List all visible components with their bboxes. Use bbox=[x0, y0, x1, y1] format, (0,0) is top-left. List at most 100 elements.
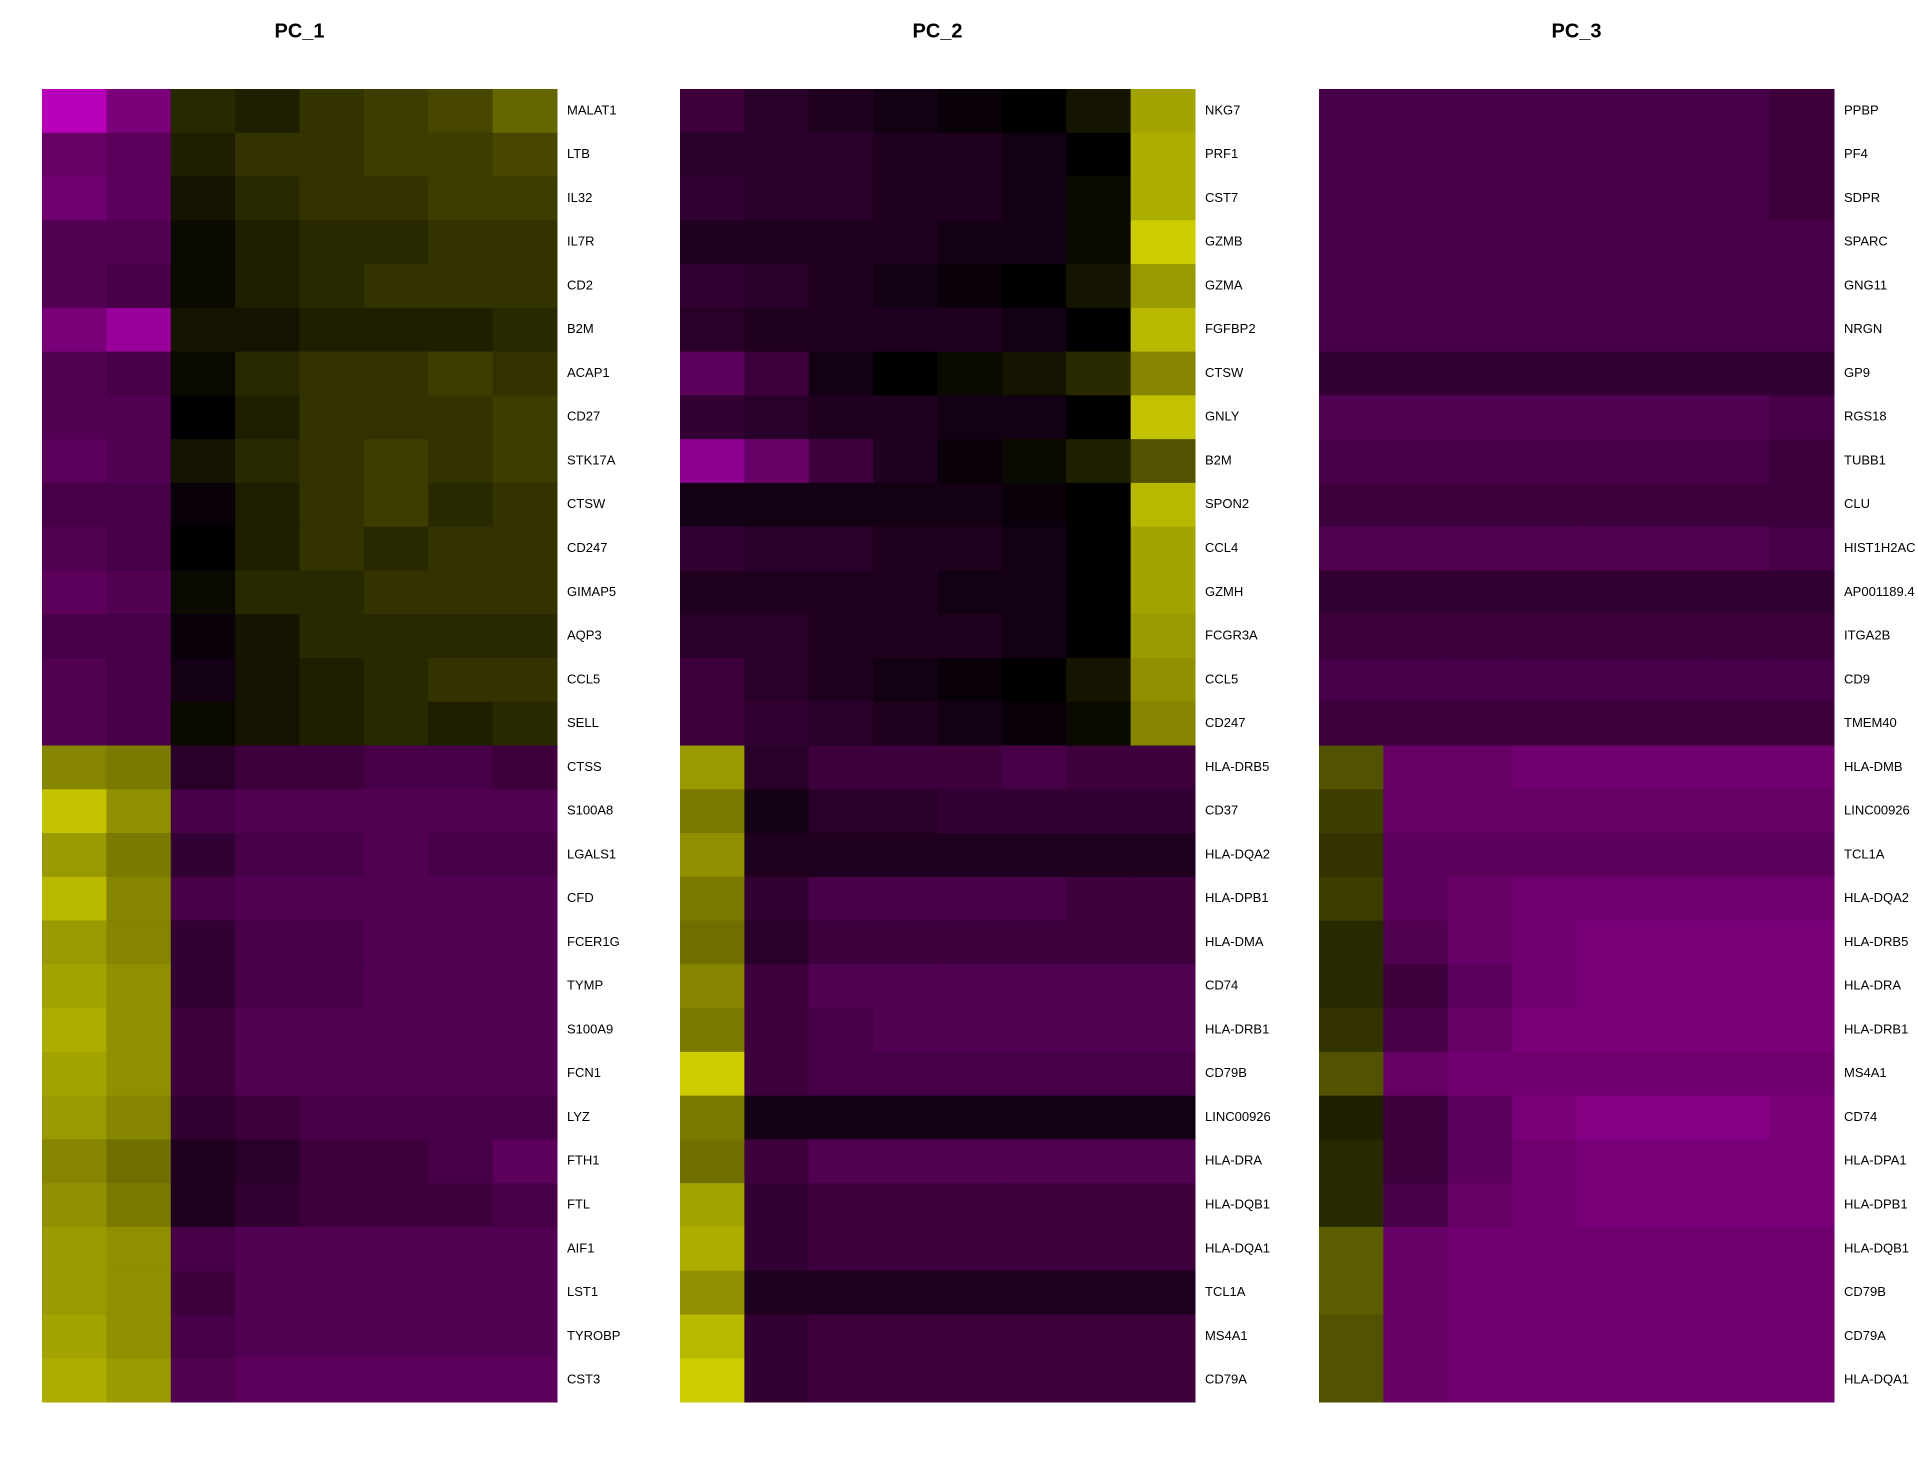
heatmap-cell bbox=[170, 351, 236, 396]
heatmap-cell bbox=[1383, 1314, 1449, 1359]
gene-label: LINC00926 bbox=[1844, 803, 1910, 818]
heatmap-cell bbox=[170, 570, 236, 615]
gene-label: PRF1 bbox=[1205, 146, 1238, 161]
heatmap-cell bbox=[1383, 482, 1449, 528]
heatmap-cell bbox=[1640, 614, 1706, 659]
heatmap-cell bbox=[873, 1358, 938, 1403]
heatmap-cell bbox=[299, 264, 365, 309]
heatmap-cell bbox=[1319, 570, 1384, 615]
heatmap-cell bbox=[1512, 1139, 1577, 1184]
heatmap-cell bbox=[1576, 307, 1642, 353]
heatmap-cell bbox=[1066, 439, 1132, 484]
heatmap-cell bbox=[1640, 395, 1706, 440]
heatmap-cell bbox=[1383, 876, 1449, 922]
heatmap-cell bbox=[937, 264, 1003, 309]
heatmap-cell bbox=[363, 1095, 429, 1140]
heatmap-cell bbox=[937, 920, 1003, 965]
heatmap-cell bbox=[1769, 307, 1835, 353]
heatmap-cell bbox=[1130, 439, 1196, 484]
heatmap-cell bbox=[808, 701, 874, 746]
heatmap-cell bbox=[1640, 1183, 1706, 1228]
heatmap-cell bbox=[744, 1139, 810, 1184]
heatmap-cell bbox=[299, 745, 365, 790]
gene-label: TMEM40 bbox=[1844, 715, 1897, 730]
heatmap-cell bbox=[1066, 482, 1132, 528]
heatmap-cell bbox=[873, 789, 938, 834]
panel-title: PC_2 bbox=[912, 20, 962, 42]
heatmap-cell bbox=[873, 482, 938, 528]
heatmap-cell bbox=[1319, 526, 1384, 571]
heatmap-cell bbox=[1447, 307, 1513, 353]
heatmap-cell bbox=[1512, 220, 1577, 265]
heatmap-cell bbox=[1705, 964, 1771, 1009]
heatmap-cell bbox=[299, 1051, 365, 1097]
gene-label: HLA-DPB1 bbox=[1844, 1196, 1908, 1211]
heatmap-cell bbox=[1319, 220, 1384, 265]
heatmap-cell bbox=[1769, 1051, 1835, 1097]
heatmap-cell bbox=[1512, 132, 1577, 178]
heatmap-cell bbox=[1769, 1008, 1835, 1053]
heatmap-cell bbox=[680, 1139, 745, 1184]
gene-label: CD79B bbox=[1205, 1065, 1247, 1080]
heatmap-cell bbox=[1769, 482, 1835, 528]
heatmap-cell bbox=[1705, 1358, 1771, 1403]
heatmap-cell bbox=[1512, 439, 1577, 484]
heatmap-cell bbox=[808, 964, 874, 1009]
heatmap-cell bbox=[873, 132, 938, 178]
heatmap-cell bbox=[937, 89, 1003, 134]
heatmap-cell bbox=[1512, 89, 1577, 134]
heatmap-cell bbox=[235, 614, 300, 659]
heatmap-cell bbox=[680, 833, 745, 878]
heatmap-cell bbox=[1066, 1139, 1132, 1184]
heatmap-cell bbox=[1512, 264, 1577, 309]
heatmap-cell bbox=[106, 1183, 172, 1228]
heatmap-cell bbox=[1769, 1314, 1835, 1359]
heatmap-cell bbox=[1319, 701, 1384, 746]
heatmap-cell bbox=[170, 1139, 236, 1184]
heatmap-cell bbox=[808, 307, 874, 353]
heatmap-cell bbox=[873, 657, 938, 703]
gene-label: SDPR bbox=[1844, 190, 1880, 205]
heatmap-cell bbox=[1130, 745, 1196, 790]
heatmap-cell bbox=[428, 570, 494, 615]
heatmap-cell bbox=[363, 1270, 429, 1315]
heatmap-cell bbox=[1383, 307, 1449, 353]
heatmap-cell bbox=[363, 1008, 429, 1053]
heatmap-cell bbox=[170, 264, 236, 309]
gene-label: CD247 bbox=[1205, 715, 1245, 730]
heatmap-cell bbox=[428, 482, 494, 528]
heatmap-cell bbox=[680, 351, 745, 396]
gene-label: B2M bbox=[1205, 452, 1232, 467]
heatmap-cell bbox=[170, 1358, 236, 1403]
heatmap-cell bbox=[1001, 657, 1067, 703]
heatmap-cell bbox=[744, 439, 810, 484]
heatmap-cell bbox=[873, 701, 938, 746]
heatmap-cell bbox=[808, 1314, 874, 1359]
heatmap-cell bbox=[1576, 1095, 1642, 1140]
heatmap-cell bbox=[873, 526, 938, 571]
heatmap-cell bbox=[1705, 920, 1771, 965]
heatmap-cell bbox=[299, 876, 365, 922]
gene-label: B2M bbox=[567, 321, 594, 336]
gene-label: FCGR3A bbox=[1205, 628, 1258, 643]
gene-label: FCN1 bbox=[567, 1065, 601, 1080]
heatmap-cell bbox=[1705, 1139, 1771, 1184]
heatmap-cell bbox=[1001, 439, 1067, 484]
heatmap-cell bbox=[744, 789, 810, 834]
heatmap-cell bbox=[106, 351, 172, 396]
heatmap-cell bbox=[170, 657, 236, 703]
gene-label: GZMH bbox=[1205, 584, 1243, 599]
heatmap-cell bbox=[1769, 701, 1835, 746]
heatmap-cell bbox=[1319, 89, 1384, 134]
heatmap-cell bbox=[1319, 1183, 1384, 1228]
heatmap-cell bbox=[299, 1314, 365, 1359]
gene-label: LTB bbox=[567, 146, 590, 161]
heatmap-cell bbox=[680, 482, 745, 528]
heatmap-cell bbox=[1447, 701, 1513, 746]
heatmap-cell bbox=[744, 657, 810, 703]
heatmap-cell bbox=[1705, 570, 1771, 615]
heatmap-cell bbox=[492, 1358, 558, 1403]
heatmap-cell bbox=[1576, 1139, 1642, 1184]
heatmap-cell bbox=[42, 920, 107, 965]
